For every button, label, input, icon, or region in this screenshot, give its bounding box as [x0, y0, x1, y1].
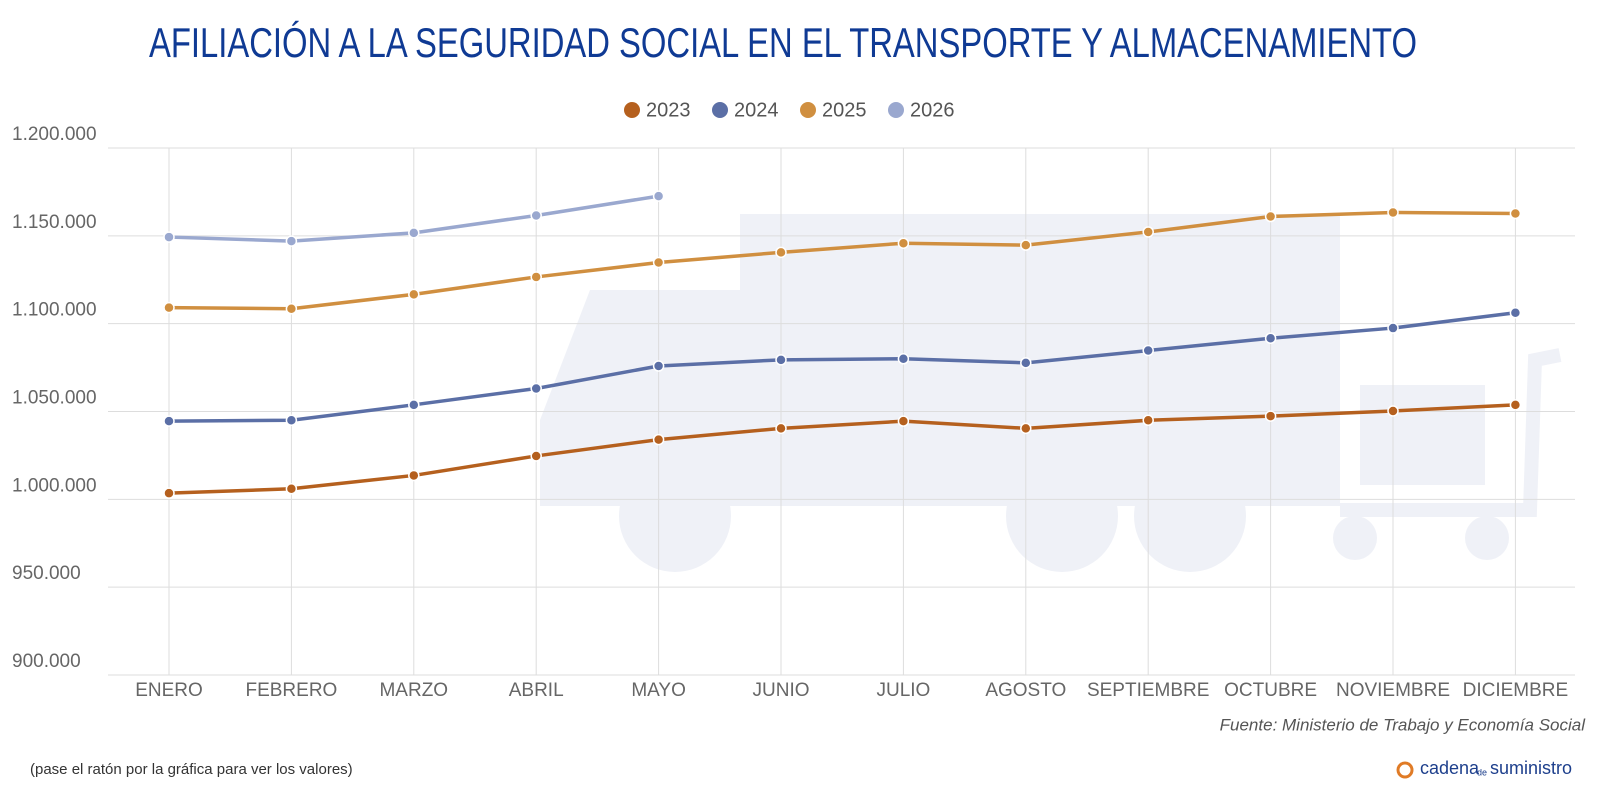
point [1264, 410, 1277, 422]
legend-label: 2025 [822, 99, 867, 121]
point [775, 354, 787, 366]
chart-title: AFILIACIÓN A LA SEGURIDAD SOCIAL EN EL T… [149, 19, 1417, 66]
point [408, 399, 420, 411]
legend: 2023 2024 2025 2026 [624, 99, 955, 121]
x-tick-label: SEPTIEMBRE [1087, 680, 1209, 701]
legend-label: 2023 [646, 99, 691, 121]
legend-marker [800, 102, 816, 118]
series-line [168, 403, 1516, 495]
point [285, 302, 298, 315]
x-tick-label: OCTUBRE [1224, 680, 1317, 701]
point [1387, 322, 1399, 334]
note: (pase el ratón por la gráfica para ver l… [30, 761, 353, 778]
legend-marker [888, 102, 904, 118]
x-tick-label: ENERO [135, 680, 203, 701]
y-tick-label: 1.100.000 [12, 300, 97, 321]
x-tick-label: MARZO [379, 680, 448, 701]
point [1387, 405, 1399, 417]
logo-text: cadena [1420, 758, 1480, 778]
logo-text: suministro [1490, 758, 1572, 778]
y-tick-label: 1.150.000 [12, 212, 97, 233]
point [530, 382, 542, 395]
point [408, 288, 420, 301]
x-tick-label: DICIEMBRE [1463, 680, 1569, 701]
point [1020, 239, 1032, 251]
logo: cadena de suministro [1396, 758, 1572, 779]
point [163, 415, 175, 427]
point [1509, 207, 1522, 220]
point [1142, 226, 1154, 238]
x-tick-label: NOVIEMBRE [1336, 680, 1450, 701]
legend-label: 2026 [910, 99, 955, 121]
point [1387, 206, 1399, 219]
point [530, 209, 542, 222]
point [652, 256, 665, 269]
y-tick-label: 1.050.000 [12, 388, 97, 409]
legend-marker [712, 102, 728, 118]
point [1020, 422, 1032, 435]
point [530, 271, 542, 283]
y-tick-label: 1.000.000 [12, 475, 97, 496]
point [1142, 414, 1154, 427]
point [530, 450, 542, 462]
point [775, 422, 787, 435]
background-truck [540, 214, 1562, 572]
legend-label: 2024 [734, 99, 779, 121]
series-line [168, 311, 1516, 423]
point [285, 414, 298, 427]
y-tick-label: 1.200.000 [12, 124, 97, 145]
point [1264, 332, 1277, 344]
source: Fuente: Ministerio de Trabajo y Economía… [1220, 715, 1587, 734]
x-tick-label: JULIO [876, 680, 930, 701]
point [1264, 210, 1277, 223]
point [775, 246, 787, 259]
point [652, 190, 665, 202]
logo-text: de [1477, 767, 1487, 777]
x-tick-label: JUNIO [753, 680, 810, 701]
point [1509, 307, 1522, 319]
y-tick-label: 900.000 [12, 651, 81, 672]
x-tick-label: FEBRERO [245, 680, 337, 701]
point [163, 231, 175, 243]
x-tick-label: AGOSTO [985, 680, 1066, 701]
logo-icon [1396, 761, 1414, 779]
x-tick-label: ABRIL [509, 680, 564, 701]
point [1020, 357, 1032, 369]
point [163, 487, 175, 499]
point [285, 483, 298, 495]
y-tick-label: 950.000 [12, 563, 81, 584]
point [1142, 344, 1154, 357]
point [652, 360, 665, 372]
point [897, 353, 910, 365]
point [285, 235, 298, 247]
legend-marker [624, 102, 640, 118]
point [897, 415, 910, 427]
point [897, 237, 910, 249]
point [163, 301, 175, 314]
point [408, 227, 420, 239]
series-line [168, 210, 1516, 311]
point [652, 433, 665, 446]
x-tick-label: MAYO [631, 680, 686, 701]
point [408, 469, 420, 482]
point [1509, 399, 1522, 411]
